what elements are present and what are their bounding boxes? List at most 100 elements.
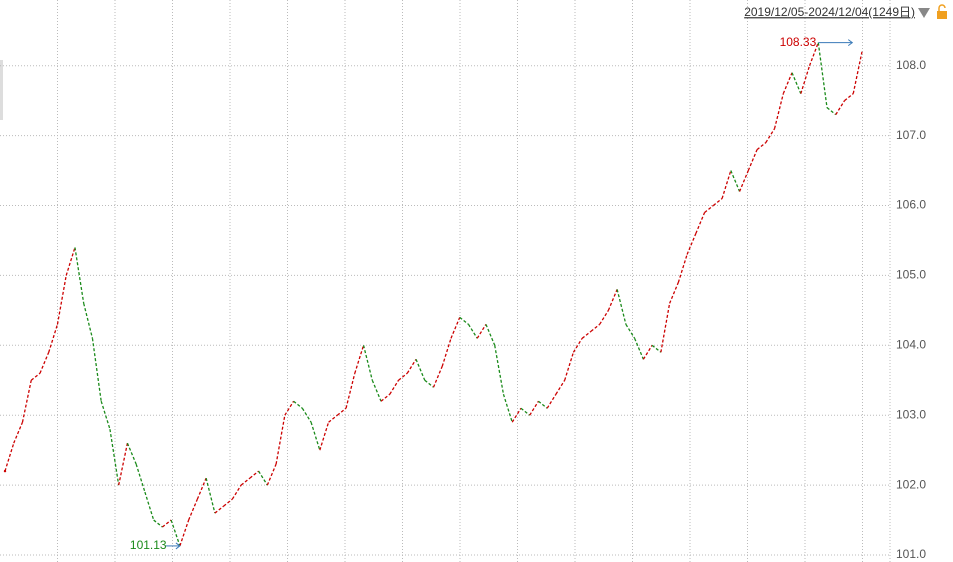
- price-segment: [485, 324, 496, 346]
- price-segment: [651, 344, 662, 353]
- price-segment: [686, 233, 697, 255]
- price-segment: [459, 316, 469, 325]
- price-segment: [162, 519, 172, 528]
- price-segment: [660, 303, 671, 353]
- price-segment: [476, 323, 487, 339]
- price-segment: [258, 470, 268, 486]
- price-segment: [432, 366, 443, 388]
- dropdown-arrow[interactable]: [918, 8, 930, 18]
- price-segment: [109, 429, 120, 486]
- price-segment: [529, 400, 539, 416]
- y-tick-label: 102.0: [896, 477, 926, 491]
- price-segment: [301, 407, 312, 423]
- price-segment: [738, 170, 749, 192]
- price-segment: [179, 519, 190, 547]
- price-segment: [572, 337, 583, 353]
- price-segment: [756, 142, 767, 151]
- price-segment: [817, 42, 828, 108]
- price-segment: [538, 400, 548, 409]
- price-segment: [398, 372, 408, 381]
- price-segment: [765, 128, 776, 143]
- price-segment: [669, 282, 679, 304]
- price-segment: [642, 344, 653, 360]
- y-tick-label: 103.0: [896, 407, 926, 421]
- lock-icon[interactable]: [937, 4, 947, 19]
- price-segment: [826, 107, 837, 116]
- price-segment: [126, 442, 137, 465]
- min-arrowhead: [175, 542, 181, 550]
- price-segment: [695, 212, 706, 234]
- price-segment: [389, 379, 400, 395]
- price-segment: [808, 42, 819, 66]
- max-label: 108.33: [780, 35, 817, 49]
- price-segment: [520, 407, 531, 416]
- price-segment: [835, 100, 846, 115]
- price-segment: [791, 72, 802, 94]
- price-segment: [56, 275, 67, 325]
- price-segment: [21, 380, 32, 423]
- y-tick-label: 108.0: [896, 58, 926, 72]
- price-segment: [616, 289, 627, 325]
- price-segment: [345, 373, 356, 409]
- price-segment: [74, 247, 85, 304]
- price-segment: [599, 310, 609, 325]
- price-segment: [371, 380, 382, 402]
- max-arrowhead: [847, 39, 854, 47]
- price-segment: [284, 400, 295, 416]
- y-tick-label: 101.0: [896, 547, 926, 561]
- price-segment: [214, 505, 225, 514]
- price-segment: [406, 358, 417, 374]
- price-segment: [30, 372, 41, 381]
- price-segment: [362, 345, 373, 381]
- price-segment: [782, 72, 793, 94]
- price-segment: [249, 470, 260, 479]
- price-segment: [555, 379, 566, 395]
- price-segment: [223, 498, 233, 507]
- y-tick-label: 105.0: [896, 268, 926, 282]
- price-segment: [773, 93, 784, 129]
- price-segment: [590, 323, 601, 332]
- price-segment: [13, 421, 24, 444]
- price-segment: [625, 323, 636, 339]
- price-segment: [380, 393, 391, 402]
- price-segment: [39, 352, 50, 374]
- price-segment: [336, 407, 347, 416]
- price-segment: [153, 519, 163, 528]
- price-segment: [91, 338, 102, 402]
- price-segment: [844, 93, 854, 102]
- scroll-handle[interactable]: [0, 60, 3, 120]
- price-segment: [118, 443, 129, 486]
- price-segment: [607, 289, 618, 311]
- price-segment: [275, 415, 286, 465]
- price-segment: [467, 323, 478, 339]
- price-segment: [730, 170, 741, 192]
- price-segment: [450, 317, 461, 339]
- price-segment: [511, 407, 522, 423]
- y-tick-label: 107.0: [896, 128, 926, 142]
- price-segment: [494, 345, 505, 395]
- price-segment: [293, 400, 303, 409]
- min-label: 101.13: [130, 538, 167, 552]
- price-segment: [231, 484, 242, 500]
- price-segment: [83, 303, 94, 339]
- price-segment: [581, 330, 592, 339]
- price-segment: [747, 149, 758, 171]
- price-segment: [196, 477, 207, 500]
- price-segment: [328, 414, 338, 423]
- price-segment: [634, 338, 644, 360]
- price-segment: [240, 477, 251, 486]
- price-segment: [266, 463, 277, 486]
- price-segment: [424, 379, 434, 388]
- y-tick-label: 104.0: [896, 337, 926, 351]
- price-segment: [546, 393, 557, 409]
- price-segment: [852, 51, 863, 94]
- vertical-grid: [57, 0, 863, 562]
- price-segment: [188, 498, 198, 521]
- price-segment: [704, 204, 714, 214]
- price-segment: [415, 359, 426, 381]
- price-segment: [712, 198, 723, 207]
- date-range[interactable]: 2019/12/05-2024/12/04(1249日): [744, 5, 915, 19]
- price-segment: [205, 477, 216, 514]
